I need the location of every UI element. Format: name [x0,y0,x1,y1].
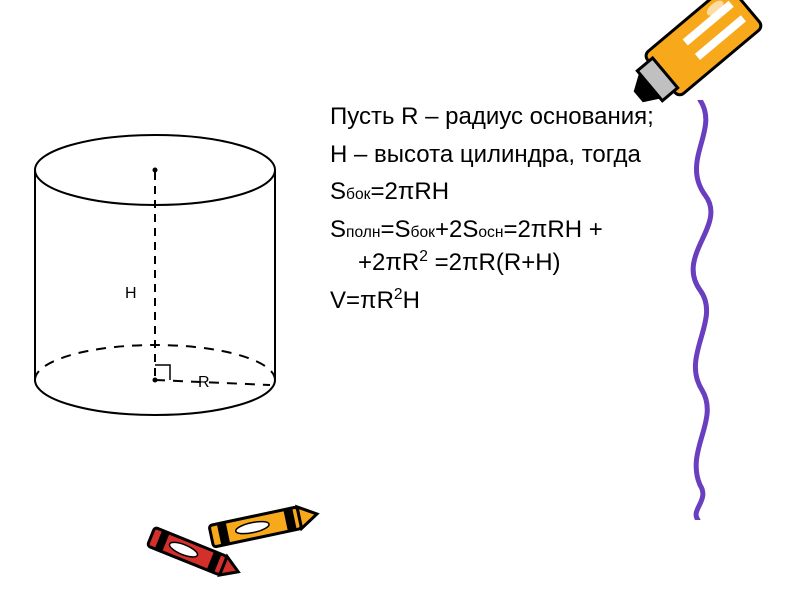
cylinder-diagram: H R [20,130,290,430]
f4-pre: S [330,216,346,243]
f3-post: =2πRH [370,178,449,205]
f5-pre: V=πR [330,287,394,314]
f4-end: =2πR(R+H) [428,249,561,276]
f3-pre: S [330,178,346,205]
f5-post: H [403,287,420,314]
cylinder-svg [20,130,290,430]
f4-s1: полн [346,224,380,241]
formula-line3: Sбок=2πRH [330,175,670,209]
cylinder-label-r: R [198,374,210,392]
formula-line4: Sполн=Sбок+2Sосн=2πRH + +2πR2 =2πR(R+H) [330,213,670,280]
formula-line5: V=πR2H [330,284,670,318]
f4-m2: +2S [435,216,478,243]
f4-s2: бок [411,224,435,241]
purple-squiggle [660,100,740,520]
cylinder-label-h: H [125,285,137,303]
f4-sup: 2 [419,248,428,265]
f5-sup: 2 [394,286,403,303]
f3-sub: бок [346,186,370,203]
f4-s3: осн [478,224,503,241]
crayons-decoration [140,490,340,580]
f4-m1: =S [381,216,411,243]
